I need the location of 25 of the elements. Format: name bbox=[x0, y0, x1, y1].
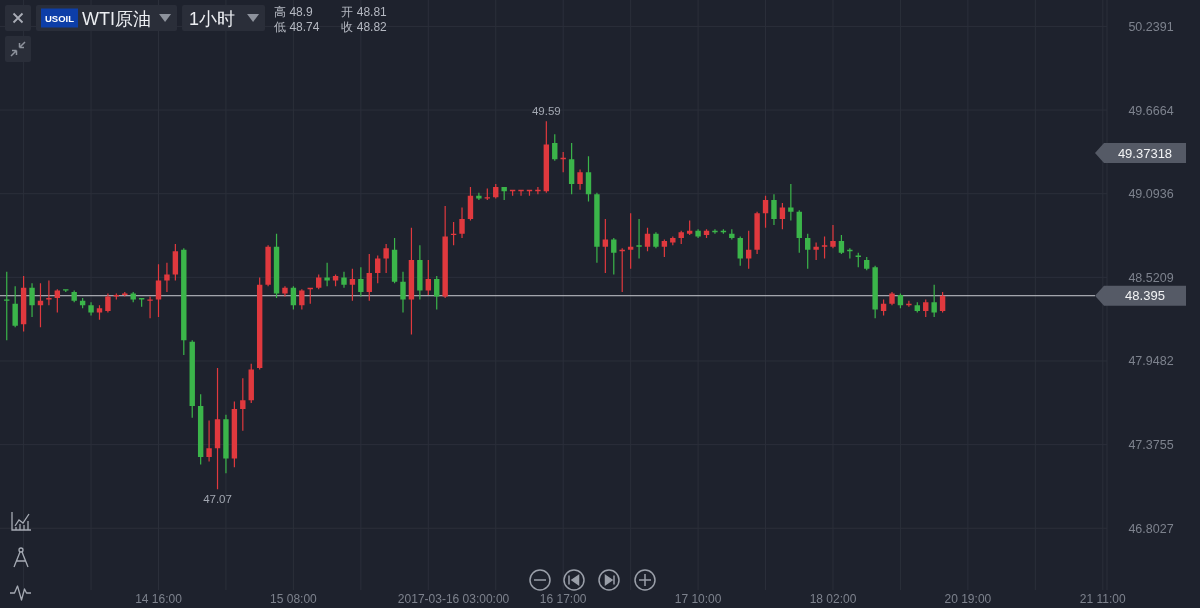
annotation: USOIL bbox=[45, 13, 75, 24]
y-tick-label: 47.9482 bbox=[1128, 354, 1174, 369]
x-tick-label: 2017-03-16 03:00:00 bbox=[397, 592, 510, 606]
x-tick-label: 17 10:00 bbox=[674, 592, 722, 606]
y-tick-label: 47.3755 bbox=[1128, 438, 1174, 453]
annotation: 高 48.9 bbox=[274, 5, 314, 19]
x-tick-label: 16 17:00 bbox=[539, 592, 587, 606]
annotation: 49.59 bbox=[531, 105, 561, 118]
y-tick-label: 49.0936 bbox=[1128, 187, 1174, 202]
x-tick-label: 18 02:00 bbox=[809, 592, 857, 606]
x-tick-label: 15 08:00 bbox=[270, 592, 318, 606]
x-tick-label: 21 11:00 bbox=[1079, 592, 1127, 606]
x-tick-label: 14 16:00 bbox=[135, 592, 183, 606]
y-tick-label: 50.2391 bbox=[1128, 19, 1174, 34]
control-symbol: USOIL WTI原油 bbox=[36, 5, 178, 31]
y-tick-label: 49.6664 bbox=[1128, 103, 1174, 118]
annotation: 47.07 bbox=[203, 493, 232, 506]
annotation: 低 48.74 bbox=[274, 20, 320, 34]
y-tick-label: 48.5209 bbox=[1128, 270, 1174, 285]
ref-line-label: 48.395 bbox=[1125, 288, 1165, 304]
x-tick-label: 20 19:00 bbox=[944, 592, 992, 606]
annotation: 开 48.81 bbox=[341, 5, 388, 19]
control-interval: 1小时 bbox=[182, 5, 266, 31]
y-tick-label: 46.8027 bbox=[1128, 521, 1174, 536]
annotation: 收 48.82 bbox=[341, 20, 388, 34]
